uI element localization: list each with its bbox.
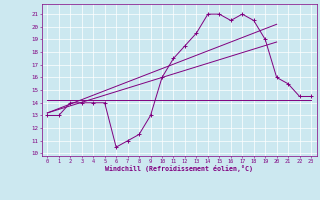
X-axis label: Windchill (Refroidissement éolien,°C): Windchill (Refroidissement éolien,°C) bbox=[105, 165, 253, 172]
